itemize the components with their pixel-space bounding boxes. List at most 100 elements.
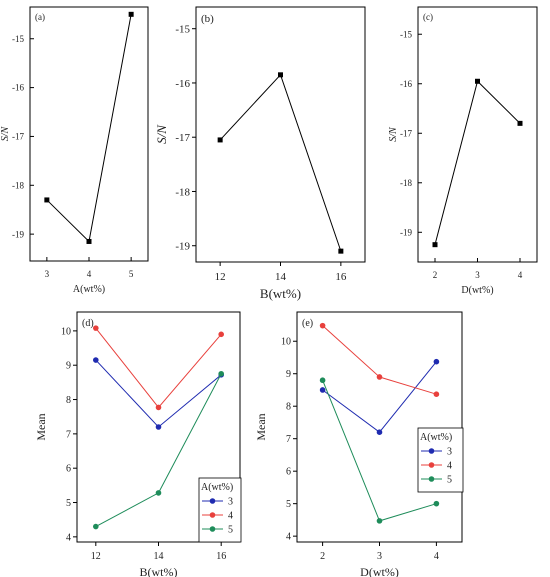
y-tick-label: -19 xyxy=(400,227,412,237)
panel-label: (a) xyxy=(35,12,45,22)
y-axis-title: Mean xyxy=(254,413,268,440)
legend-title: A(wt%) xyxy=(201,482,233,493)
data-point xyxy=(319,377,326,384)
x-tick-label: 3 xyxy=(475,270,480,280)
series-3 xyxy=(319,358,440,435)
series-3 xyxy=(93,357,224,430)
series-line xyxy=(46,14,132,243)
data-point xyxy=(218,370,224,377)
x-tick-label: 5 xyxy=(129,269,134,279)
data-point xyxy=(376,374,383,380)
data-point xyxy=(93,325,99,331)
y-axis-title: S/N xyxy=(388,126,399,142)
data-point xyxy=(217,137,223,143)
x-tick-label: 16 xyxy=(335,271,347,283)
data-point xyxy=(475,78,480,84)
legend-swatch-marker xyxy=(428,448,435,454)
series-line xyxy=(434,80,521,245)
plot-frame xyxy=(29,6,149,262)
data-point xyxy=(155,404,162,411)
y-tick-label: 4 xyxy=(66,532,71,543)
x-tick-label: 4 xyxy=(518,270,523,280)
legend-swatch-marker xyxy=(428,462,435,468)
y-axis-title: S/N xyxy=(0,125,11,141)
y-tick-label: -15 xyxy=(175,24,190,36)
x-axis-title: B(wt%) xyxy=(260,286,301,301)
panel-c: 2 3 4 -19 -18 -17 -16 -15 D(wt%) S/N (c) xyxy=(388,6,538,296)
series-4 xyxy=(93,325,224,411)
data-point xyxy=(155,490,162,496)
y-tick-label: 10 xyxy=(61,326,71,337)
legend-box xyxy=(417,427,464,493)
data-point xyxy=(433,358,440,365)
data-point xyxy=(319,387,326,393)
legend: A(wt%) 3 4 5 xyxy=(417,427,464,493)
plot-frame xyxy=(417,6,538,263)
series-5 xyxy=(93,370,224,530)
x-tick-label: 2 xyxy=(433,270,438,280)
series-line xyxy=(322,325,437,395)
y-tick-label: 9 xyxy=(66,361,71,372)
legend-swatch-marker xyxy=(209,512,216,518)
data-point xyxy=(433,500,440,507)
data-point xyxy=(433,391,440,397)
series-4 xyxy=(319,322,440,397)
panel-d: 12 14 16 4 5 6 7 8 9 10 B(wt%) Mean (d) A(wt%) 3 4 5 xyxy=(34,311,242,577)
series-0 xyxy=(44,11,134,244)
x-tick-label: 12 xyxy=(91,551,101,562)
panel-b: 12 14 16 -19 -18 -17 -16 -15 B(wt%) S/N (b) xyxy=(154,6,366,301)
y-tick-label: 7 xyxy=(286,434,291,445)
legend-label: 4 xyxy=(228,511,233,522)
panel-e: 2 3 4 4 5 6 7 8 9 10 D(wt%) Mean (e) A(wt%) 3 4 5 xyxy=(254,311,464,577)
y-tick-label: 6 xyxy=(66,464,71,475)
y-tick-label: -17 xyxy=(400,128,412,138)
y-tick-label: -16 xyxy=(12,83,24,93)
series-0 xyxy=(217,72,344,254)
data-point xyxy=(278,72,283,78)
panel-label: (d) xyxy=(82,318,94,329)
panel-label: (e) xyxy=(302,318,313,329)
x-tick-label: 4 xyxy=(87,269,92,279)
data-point xyxy=(376,518,383,524)
legend: A(wt%) 3 4 5 xyxy=(198,477,242,543)
x-axis-title: B(wt%) xyxy=(140,565,178,577)
y-tick-label: 8 xyxy=(66,395,71,406)
x-axis-title: D(wt%) xyxy=(461,285,493,296)
data-point xyxy=(376,429,383,435)
y-tick-label: 7 xyxy=(66,429,71,440)
series-5 xyxy=(319,377,440,524)
y-tick-label: -17 xyxy=(12,132,24,142)
legend-swatch-marker xyxy=(428,476,435,482)
y-tick-label: -16 xyxy=(400,79,412,89)
y-tick-label: -15 xyxy=(400,29,412,39)
data-point xyxy=(218,331,224,338)
data-point xyxy=(319,322,326,329)
y-tick-label: -18 xyxy=(175,186,190,198)
y-tick-label: -19 xyxy=(175,241,190,253)
data-point xyxy=(93,357,99,363)
x-tick-label: 14 xyxy=(275,271,287,283)
y-tick-label: -16 xyxy=(175,78,190,90)
legend-title: A(wt%) xyxy=(420,432,452,443)
y-tick-label: 5 xyxy=(66,498,71,509)
x-axis-title: A(wt%) xyxy=(73,284,105,295)
legend-label: 4 xyxy=(447,461,452,472)
plot-frame xyxy=(195,6,366,263)
y-tick-label: 4 xyxy=(286,532,291,543)
series-0 xyxy=(432,78,523,248)
x-tick-label: 16 xyxy=(216,551,226,562)
series-line xyxy=(95,359,222,428)
data-point xyxy=(93,523,99,530)
data-point xyxy=(44,197,50,203)
y-tick-label: 5 xyxy=(286,499,291,510)
x-tick-label: 12 xyxy=(215,271,226,283)
series-line xyxy=(95,327,222,409)
y-axis-title: Mean xyxy=(34,413,48,440)
legend-box xyxy=(198,477,242,543)
legend-label: 3 xyxy=(228,497,233,508)
y-tick-label: 9 xyxy=(286,369,291,380)
y-axis-title: S/N xyxy=(154,124,169,144)
y-tick-label: -15 xyxy=(12,34,24,44)
plot-frame xyxy=(296,311,463,543)
